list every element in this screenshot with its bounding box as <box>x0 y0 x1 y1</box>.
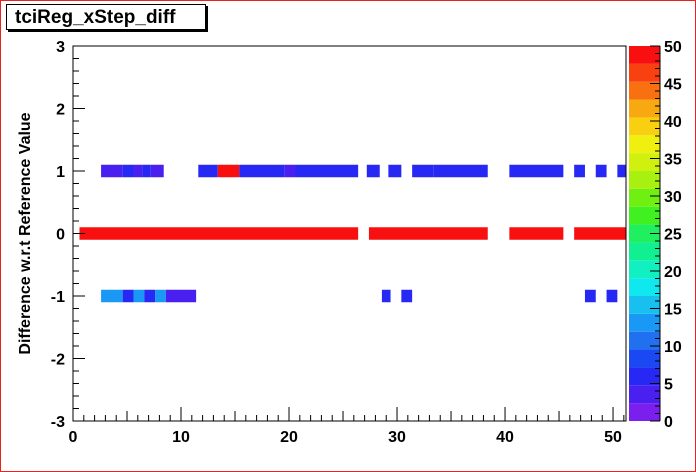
x-tick-label: 50 <box>604 429 622 446</box>
heatmap-cell <box>401 289 413 303</box>
palette-swatch <box>629 63 660 82</box>
x-ticks: 0 10 20 30 40 50 <box>69 407 625 446</box>
palette-label: 35 <box>664 152 682 169</box>
y-tick-label: -2 <box>51 352 65 369</box>
palette-swatch <box>629 224 660 243</box>
y-tick-label: -1 <box>51 289 65 306</box>
heatmap-cell <box>239 164 285 178</box>
heatmap-cell <box>366 164 380 178</box>
heatmap-cell <box>574 164 585 178</box>
palette-label: 40 <box>664 114 682 131</box>
palette-swatch <box>629 296 660 314</box>
heatmap-cell <box>217 164 240 178</box>
heatmap-cell <box>574 227 626 240</box>
heatmap-cell <box>617 164 626 178</box>
x-tick-label: 10 <box>172 429 190 446</box>
palette-swatch <box>629 206 660 225</box>
palette-swatch <box>629 331 660 350</box>
heatmap-cell <box>412 164 434 178</box>
palette-label: 5 <box>664 377 673 394</box>
palette-label: 0 <box>664 414 673 431</box>
x-tick-label: 0 <box>69 429 78 446</box>
palette-label: 10 <box>664 339 682 356</box>
palette-label: 25 <box>664 227 682 244</box>
palette-swatch <box>629 188 660 207</box>
palette-swatch <box>629 349 660 368</box>
heatmap-cell <box>509 164 564 178</box>
heatmap-cell <box>122 289 134 303</box>
y-axis-label: Difference w.r.t Reference Value <box>17 112 34 354</box>
heatmap-cell <box>101 164 123 178</box>
palette-swatch <box>629 367 660 386</box>
heatmap-cell <box>509 227 564 240</box>
heatmap-cell <box>198 164 218 178</box>
palette-swatch <box>629 135 660 154</box>
heatmap-cell <box>595 164 607 178</box>
palette-label: 15 <box>664 302 682 319</box>
palette-label: 20 <box>664 264 682 281</box>
heatmap-cell <box>101 289 123 303</box>
heatmap-cell <box>133 164 143 178</box>
x-tick-label: 20 <box>280 429 298 446</box>
y-ticks: -3 -2 -1 0 1 2 3 <box>51 39 85 431</box>
palette-label: 45 <box>664 77 682 94</box>
y-tick-label: 2 <box>56 102 65 119</box>
cells-layer <box>79 164 626 303</box>
heatmap-cell <box>150 164 164 178</box>
palette-swatch <box>629 385 660 404</box>
heatmap-cell <box>165 289 197 303</box>
x-tick-label: 40 <box>496 429 514 446</box>
heatmap-cell <box>433 164 488 178</box>
y-tick-label: -3 <box>51 414 65 431</box>
palette-swatch <box>629 46 660 64</box>
chart-title: tciReg_xStep_diff <box>6 4 206 30</box>
palette-swatch <box>629 117 660 136</box>
palette-swatch <box>629 260 660 279</box>
heatmap-cell <box>381 289 391 303</box>
palette-swatch <box>629 171 660 189</box>
palette-label: 30 <box>664 189 682 206</box>
palette-swatch <box>629 403 660 421</box>
heatmap-cell <box>142 164 151 178</box>
color-palette: 0 5 10 15 20 25 30 35 40 45 50 <box>629 39 682 431</box>
heatmap-cell <box>388 164 402 178</box>
heatmap-cell <box>79 227 359 240</box>
palette-swatch <box>629 99 660 118</box>
heatmap-cell <box>606 289 618 303</box>
heatmap-cell <box>295 164 359 178</box>
x-tick-label: 30 <box>388 429 406 446</box>
heatmap-cell <box>368 227 488 240</box>
palette-swatch <box>629 313 660 332</box>
heatmap-cell <box>155 289 166 303</box>
y-tick-label: 3 <box>56 39 65 56</box>
heatmap-cell <box>122 164 134 178</box>
palette-swatch <box>629 278 660 296</box>
y-tick-label: 1 <box>56 164 65 181</box>
heatmap-cell <box>284 164 296 178</box>
palette-swatch <box>629 153 660 171</box>
y-tick-label: 0 <box>56 227 65 244</box>
heatmap-cell <box>584 289 596 303</box>
palette-label: 50 <box>664 39 682 56</box>
palette-swatch <box>629 81 660 100</box>
palette-swatch <box>629 242 660 261</box>
heatmap-cell <box>144 289 156 303</box>
heatmap-cell <box>133 289 145 303</box>
